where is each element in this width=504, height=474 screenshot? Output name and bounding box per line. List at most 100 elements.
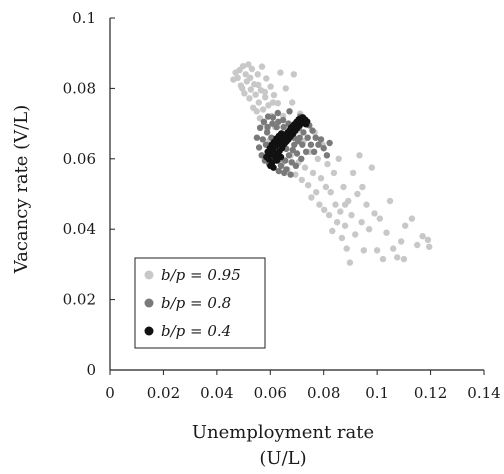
- scatter-point-series-2: [310, 148, 318, 155]
- scatter-point-series-2: [264, 123, 271, 131]
- legend-marker-series-1: [144, 270, 154, 280]
- legend-label-series-2: b/p = 0.8: [161, 294, 231, 312]
- legend-label-series-1: b/p = 0.95: [161, 266, 241, 284]
- scatter-point-series-2: [292, 162, 300, 169]
- scatter-point-series-1: [290, 71, 297, 78]
- scatter-point-series-1: [354, 190, 361, 198]
- scatter-point-series-1: [262, 94, 269, 101]
- scatter-point-series-1: [261, 88, 269, 96]
- ticks-layer: 0 0.02 0.04 0.06 0.08 0.1 0.12 0.14 0 0.02 0.04 0.0…: [63, 9, 501, 402]
- scatter-point-series-1: [265, 102, 272, 109]
- scatter-point-series-1: [368, 164, 375, 171]
- scatter-point-series-1: [341, 222, 349, 229]
- scatter-point-series-1: [325, 211, 333, 219]
- scatter-point-series-3: [277, 153, 285, 161]
- scatter-point-series-1: [335, 155, 342, 162]
- scatter-point-series-2: [256, 124, 264, 131]
- y-tick-label: 0.06: [63, 150, 96, 168]
- scatter-point-series-2: [260, 118, 268, 126]
- scatter-point-series-1: [365, 226, 373, 233]
- scatter-point-series-1: [332, 201, 339, 208]
- scatter-point-series-2: [275, 118, 282, 126]
- x-tick-label: 0.02: [147, 384, 180, 402]
- scatter-point-series-1: [386, 197, 394, 205]
- scatter-point-series-2: [255, 144, 263, 151]
- scatter-point-series-1: [338, 234, 346, 242]
- scatter-point-series-1: [247, 86, 254, 93]
- scatter-point-series-1: [322, 183, 330, 191]
- scatter-point-series-2: [287, 171, 294, 178]
- scatter-point-series-2: [275, 167, 282, 175]
- scatter-point-series-1: [305, 182, 312, 189]
- scatter-point-series-2: [309, 127, 316, 134]
- scatter-point-series-1: [309, 169, 317, 177]
- points-layer: [230, 61, 433, 266]
- x-tick-label: 0.14: [467, 384, 500, 402]
- scatter-point-series-1: [255, 81, 262, 89]
- scatter-point-series-1: [269, 99, 277, 106]
- scatter-point-series-2: [280, 123, 287, 131]
- scatter-point-series-1: [349, 169, 357, 177]
- scatter-point-series-1: [254, 71, 261, 78]
- x-tick-label: 0.12: [414, 384, 447, 402]
- scatter-point-series-1: [394, 254, 401, 261]
- scatter-point-series-1: [259, 106, 267, 113]
- scatter-point-series-1: [248, 65, 256, 73]
- scatter-point-series-1: [252, 91, 259, 98]
- scatter-point-series-1: [363, 201, 370, 208]
- scatter-point-series-1: [327, 189, 334, 196]
- scatter-point-series-1: [360, 247, 367, 254]
- scatter-point-series-1: [402, 222, 409, 229]
- scatter-point-series-1: [301, 164, 309, 171]
- scatter-point-series-1: [282, 85, 289, 92]
- scatter-point-series-1: [274, 100, 281, 107]
- scatter-point-series-2: [279, 116, 287, 124]
- axes-layer: [109, 18, 484, 371]
- scatter-point-series-1: [340, 183, 347, 191]
- scatter-point-series-2: [299, 141, 306, 148]
- scatter-point-series-2: [253, 134, 261, 141]
- y-tick-label: 0.1: [72, 9, 96, 27]
- legend-box: [134, 257, 266, 349]
- x-tick-label: 0: [105, 384, 115, 402]
- x-axis-label: Unemployment rate: [192, 422, 374, 443]
- scatter-point-series-2: [259, 136, 266, 143]
- scatter-point-series-1: [245, 61, 252, 68]
- scatter-point-series-2: [304, 134, 311, 141]
- scatter-point-series-1: [390, 245, 397, 252]
- scatter-point-series-1: [426, 243, 433, 250]
- scatter-point-series-2: [289, 146, 296, 154]
- scatter-point-series-3: [304, 118, 311, 125]
- scatter-point-series-2: [296, 134, 303, 141]
- scatter-point-series-1: [247, 74, 254, 82]
- scatter-point-series-1: [239, 85, 246, 92]
- scatter-point-series-1: [263, 75, 270, 82]
- scatter-point-series-1: [298, 176, 305, 184]
- scatter-point-series-1: [258, 63, 266, 70]
- x-axis-label-line2: (U/L): [259, 448, 306, 469]
- scatter-point-series-2: [315, 141, 322, 148]
- scatter-point-series-2: [317, 136, 325, 143]
- scatter-point-series-2: [298, 155, 305, 162]
- scatter-point-series-1: [373, 247, 381, 254]
- scatter-point-series-1: [358, 219, 365, 226]
- scatter-point-series-1: [356, 152, 363, 159]
- scatter-point-series-2: [286, 108, 293, 115]
- scatter-point-series-2: [312, 134, 319, 141]
- scatter-point-series-2: [300, 129, 307, 136]
- legend: b/p = 0.95 b/p = 0.8 b/p = 0.4: [134, 257, 266, 349]
- scatter-point-series-1: [376, 215, 383, 222]
- y-tick-label: 0: [86, 361, 96, 379]
- scatter-point-series-1: [242, 71, 249, 78]
- scatter-point-series-2: [307, 141, 315, 148]
- scatter-point-series-1: [341, 201, 349, 208]
- scatter-point-series-1: [316, 201, 323, 208]
- scatter-point-series-3: [270, 164, 277, 171]
- x-tick-label: 0.1: [365, 384, 389, 402]
- scatter-point-series-1: [343, 245, 350, 252]
- scatter-point-series-2: [293, 150, 301, 157]
- scatter-point-series-2: [263, 129, 271, 136]
- scatter-point-series-1: [398, 238, 405, 245]
- scatter-point-series-2: [269, 114, 277, 121]
